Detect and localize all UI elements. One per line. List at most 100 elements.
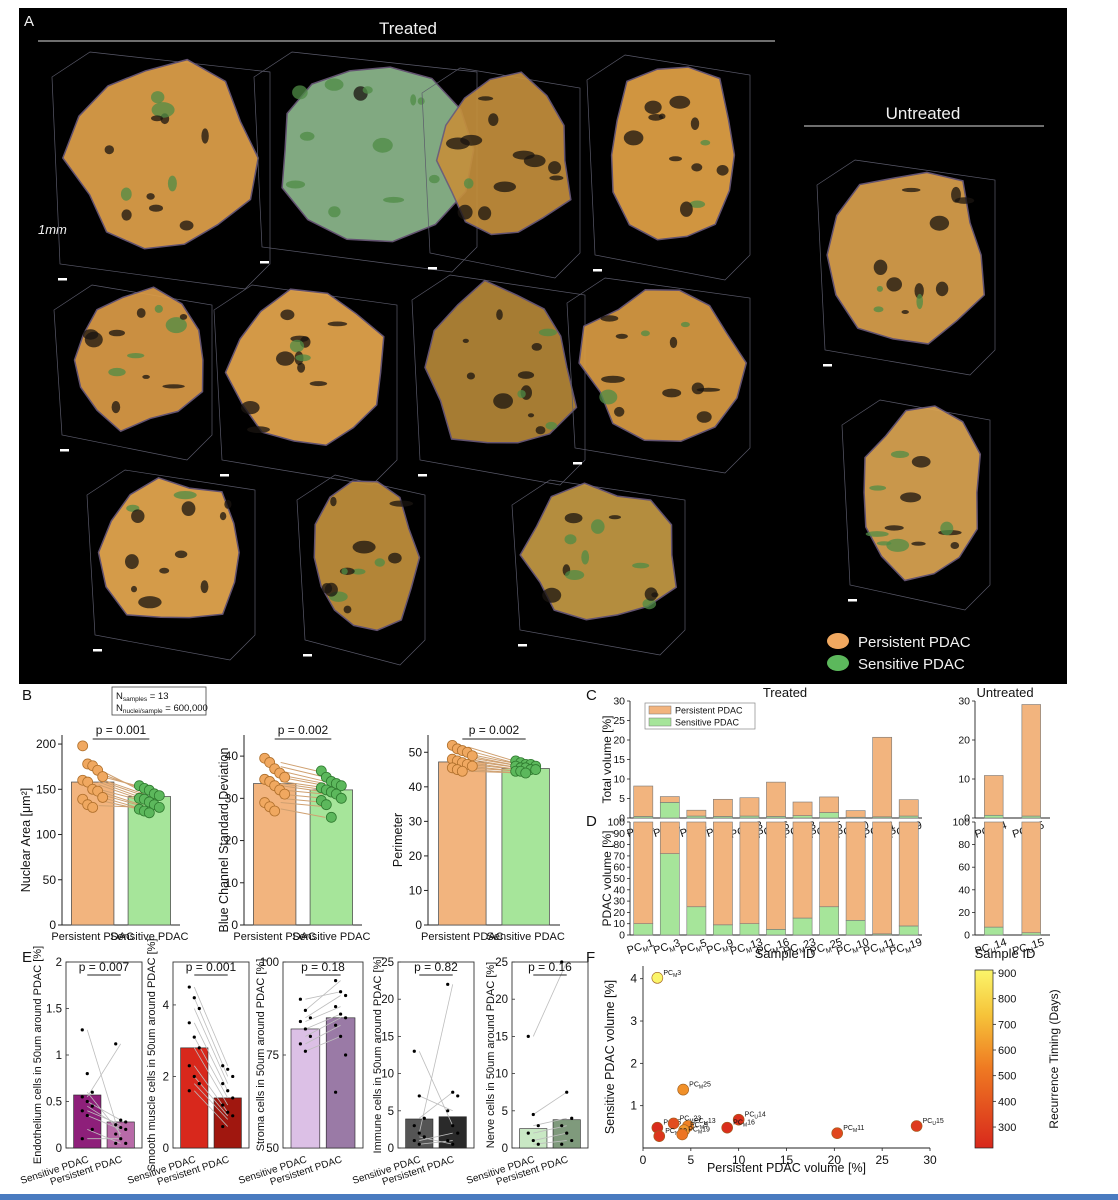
x-category-label: Sensitive PDAC [110,931,188,943]
bar-persistent [438,1116,467,1149]
tissue-sensitive-region [873,306,884,313]
bar-sensitive [739,923,760,936]
tissue-void [181,501,196,516]
x-category-label: PCM10 [835,936,871,960]
scatter-point-label: PCM19 [688,1126,710,1135]
persistent-point [221,1082,225,1086]
sample-count-line2: Nnuclei/sample = 600,000 [116,703,208,715]
tissue-void [224,499,232,509]
tissue-sample-2 [253,51,478,273]
sensitive-point [526,1131,530,1135]
legend-sensitive-swatch [827,655,849,671]
tissue-void [146,193,155,200]
y-tick-label: 25 [381,957,394,969]
scatter-point-label: PCU14 [745,1112,766,1121]
tissue-sensitive-region [428,174,440,184]
tissue-sensitive-region [581,550,590,565]
paired-line [193,1008,229,1084]
tissue-void [151,115,163,122]
y-tick-label: 1.5 [46,1004,62,1016]
y-axis-label: Endothelium cells in 50um around PDAC [%… [32,946,44,1164]
scale-bar [518,644,527,647]
persistent-point [456,1094,460,1098]
paired-line [98,779,144,797]
persistent-point [451,1124,455,1128]
y-axis-label: Nerve cells in 50um around PDAC [%] [485,962,497,1148]
y-tick-label: 100 [952,817,970,829]
sensitive-point [80,1028,84,1032]
tissue-sensitive-region [341,568,348,575]
colorbar-label: Recurrence Timing (Days) [1047,989,1061,1128]
y-tick-label: 50 [266,1143,279,1155]
persistent-point [456,1131,460,1135]
tissue-sample-4 [586,54,751,281]
plot-frame [397,961,475,1149]
y-tick-label: 60 [958,862,970,874]
scatter-point-label: PCM16 [733,1120,755,1129]
tissue-sensitive-region [538,328,558,337]
paired-line [419,1091,453,1119]
sensitive-point [520,767,532,779]
tissue-void [280,309,295,321]
bar-persistent [213,1097,242,1149]
y-tick-label: 40 [958,884,970,896]
persistent-point [226,1110,230,1114]
paired-line [418,1051,454,1126]
tissue-void [179,314,188,320]
tissue-sample-1 [51,51,271,290]
persistent-point [446,982,450,986]
y-tick-label: 0 [388,1143,394,1155]
paired-line [280,802,326,808]
bar-persistent [845,821,866,921]
y-tick-label: 0 [619,930,625,942]
scatter-point [831,1127,844,1139]
tissue-void [466,372,475,380]
bar-persistent [819,821,839,908]
y-tick-label: 60 [613,862,625,874]
x-axis-label: Sample ID [975,946,1036,961]
tissue-sensitive-region [151,102,175,118]
p-value-label: p = 0.16 [528,960,572,974]
y-tick-label: 10 [613,774,625,786]
tissue-void [527,413,535,418]
tissue-sensitive-region [876,285,884,292]
bar-persistent [739,821,760,924]
tissue-sensitive-region [108,367,126,377]
tissue-void [690,117,700,130]
y-tick-label: 20 [225,834,239,848]
tissue-sensitive-region [417,97,425,105]
paired-line [193,986,229,1066]
tissue-void [911,456,931,468]
y-tick-label: 20 [613,735,625,747]
bar-persistent [633,821,654,924]
sensitive-point [303,1027,307,1031]
y-tick-label: 2 [630,1056,637,1070]
tissue-sensitive-region [167,175,177,192]
tissue-void [321,583,333,594]
sensitive-point [412,1138,416,1143]
bar-persistent [898,821,919,927]
y-tick-label: 1 [630,1099,637,1113]
tissue-void [149,204,163,212]
tissue-sensitive-region [640,330,650,337]
y-axis-label: Sensitive PDAC volume [%] [603,980,617,1134]
legend-sensitive-label: Sensitive PDAC [858,656,965,673]
bar-persistent [792,801,813,816]
tissue-sensitive-region [916,293,923,310]
tissue-void [200,580,209,594]
bar-persistent [253,783,297,926]
scatter-point [677,1083,689,1096]
tissue-void [901,310,909,314]
y-axis-label: Smooth muscle cells in 50um around PDAC … [146,939,158,1172]
x-category-label: PCM11 [862,936,897,959]
sensitive-point [153,790,165,802]
tissue-void [884,525,904,531]
y-tick-label: 25 [613,715,625,727]
persistent-point [279,788,291,800]
colorbar-tick-label: 800 [998,994,1016,1006]
bar-persistent [984,821,1004,928]
tissue-void [174,550,188,559]
y-tick-label: 3 [630,1014,637,1028]
tissue-void [82,329,99,340]
